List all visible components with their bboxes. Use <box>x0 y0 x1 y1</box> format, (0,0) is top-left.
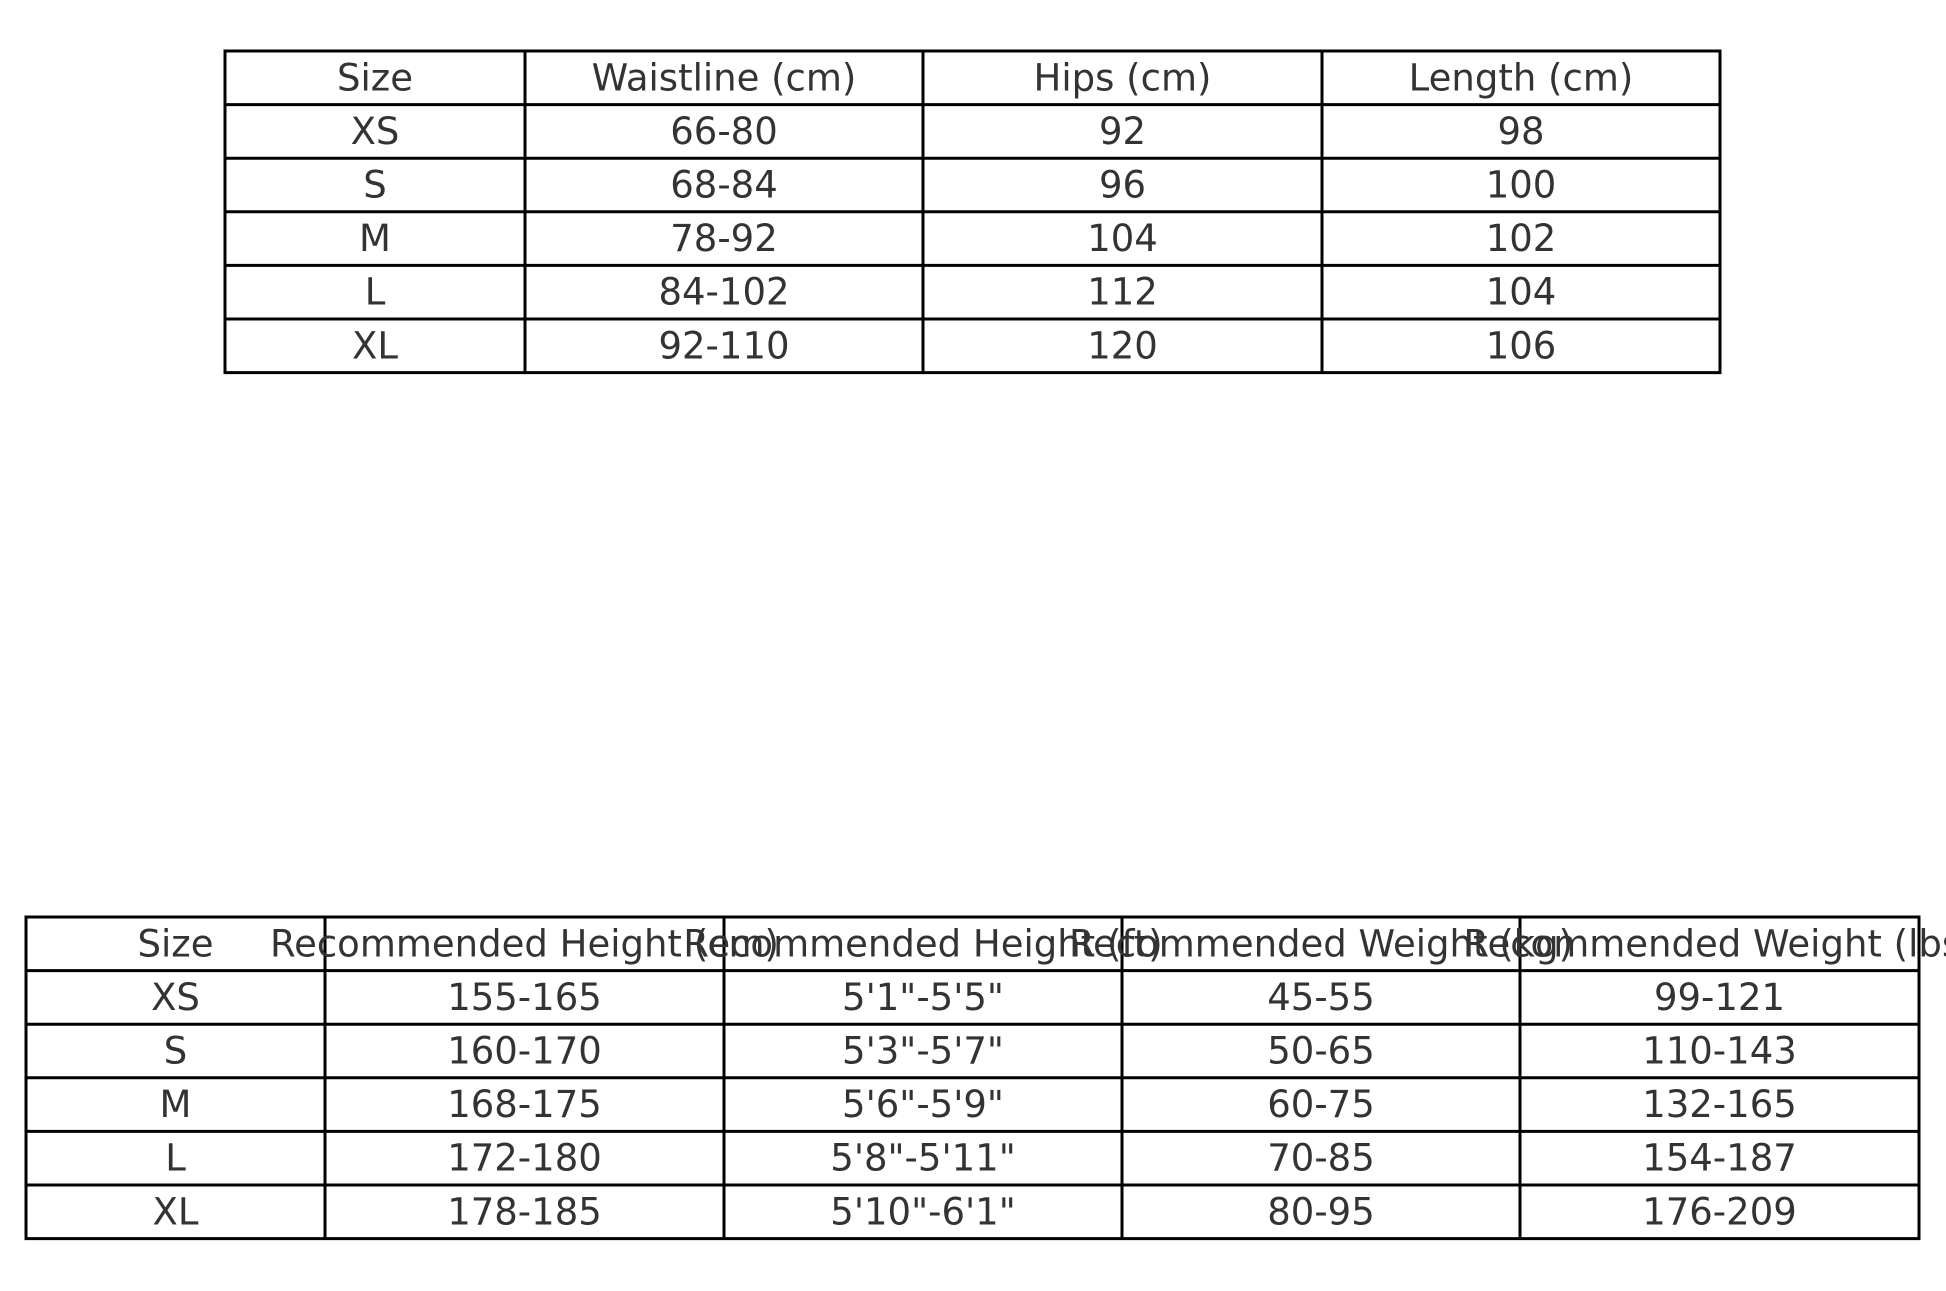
table-cell: 172-180 <box>447 1137 602 1180</box>
table-cell: 160-170 <box>447 1030 602 1073</box>
table-cell: 50-65 <box>1267 1030 1375 1073</box>
table-cell: XS <box>351 110 400 153</box>
header-cell: Recommended Height (ft) <box>683 922 1162 965</box>
header-cell: Recommended Weight (lbs) <box>1463 922 1946 965</box>
table-cell: L <box>165 1137 186 1180</box>
table-cell: 102 <box>1486 217 1557 260</box>
table-cell: M <box>359 217 391 260</box>
table-cell: S <box>164 1030 188 1073</box>
header-cell: Recommended Weight (kg) <box>1069 922 1573 965</box>
table-cell: 5'1"-5'5" <box>842 976 1004 1019</box>
table-cell: 5'3"-5'7" <box>842 1030 1004 1073</box>
table-cell: 5'10"-6'1" <box>830 1190 1015 1233</box>
table-cell: 104 <box>1087 217 1158 260</box>
header-cell: Size <box>337 56 413 99</box>
table-cell: XL <box>352 324 398 367</box>
table-cell: 99-121 <box>1654 976 1785 1019</box>
table-cell: 5'6"-5'9" <box>842 1083 1004 1126</box>
table-cell: 132-165 <box>1642 1083 1797 1126</box>
table-cell: 92 <box>1099 110 1146 153</box>
header-cell: Hips (cm) <box>1034 56 1212 99</box>
table-cell: 60-75 <box>1267 1083 1375 1126</box>
table-cell: 92-110 <box>658 324 789 367</box>
table-cell: 66-80 <box>670 110 778 153</box>
table-cell: L <box>365 271 386 314</box>
table-cell: 5'8"-5'11" <box>830 1137 1015 1180</box>
table-cell: 100 <box>1486 164 1557 207</box>
header-cell: Waistline (cm) <box>592 56 857 99</box>
table-cell: M <box>160 1083 192 1126</box>
table-cell: 68-84 <box>670 164 778 207</box>
table-cell: 120 <box>1087 324 1158 367</box>
table-cell: 112 <box>1087 271 1158 314</box>
table-cell: XL <box>153 1190 199 1233</box>
header-cell: Size <box>138 922 214 965</box>
header-cell: Recommended Height (cm) <box>270 922 779 965</box>
table-cell: 104 <box>1486 271 1557 314</box>
table-cell: S <box>363 164 387 207</box>
table-cell: 84-102 <box>658 271 789 314</box>
table-cell: 155-165 <box>447 976 602 1019</box>
table-cell: 80-95 <box>1267 1190 1375 1233</box>
table-cell: 45-55 <box>1267 976 1375 1019</box>
table-cell: 106 <box>1486 324 1557 367</box>
table-cell: 178-185 <box>447 1190 602 1233</box>
table-cell: 110-143 <box>1642 1030 1797 1073</box>
table-cell: 154-187 <box>1642 1137 1797 1180</box>
table-cell: 78-92 <box>670 217 778 260</box>
table-cell: 70-85 <box>1267 1137 1375 1180</box>
table-cell: 96 <box>1099 164 1146 207</box>
table-cell: 98 <box>1497 110 1544 153</box>
table-cell: 168-175 <box>447 1083 602 1126</box>
table-cell: XS <box>151 976 200 1019</box>
table-cell: 176-209 <box>1642 1190 1797 1233</box>
header-cell: Length (cm) <box>1409 56 1634 99</box>
